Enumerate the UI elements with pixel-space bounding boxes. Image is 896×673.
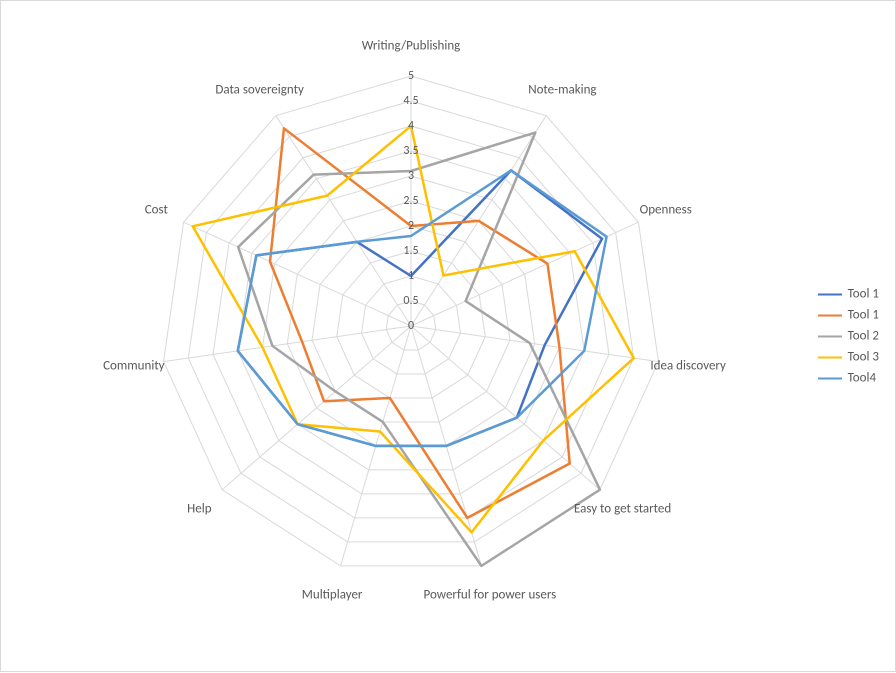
ring-label: 1.5 — [403, 244, 418, 258]
legend-item: Tool4 — [818, 371, 879, 386]
axis-label: Note-making — [528, 83, 596, 98]
legend-label: Tool 3 — [848, 350, 879, 365]
axis-label: Community — [103, 358, 164, 373]
ring-label: 4 — [408, 119, 414, 133]
axis-label: Help — [187, 502, 211, 517]
axis-label: Writing/Publishing — [362, 39, 461, 54]
ring-label: 0.5 — [403, 294, 418, 308]
legend-label: Tool 1 — [848, 287, 879, 302]
legend-label: Tool4 — [848, 371, 876, 386]
axis-label: Openness — [640, 202, 692, 217]
radar-chart-svg — [1, 1, 896, 673]
ring-label: 1 — [408, 269, 414, 283]
chart-legend: Tool 1 Tool 1 Tool 2 Tool 3 Tool4 — [818, 281, 879, 392]
legend-swatch — [818, 335, 842, 337]
axis-label: Cost — [145, 202, 168, 217]
radar-chart-container: Writing/Publishing Note-making Openness Ide… — [0, 0, 896, 672]
legend-swatch — [818, 377, 842, 379]
ring-label: 2.5 — [403, 194, 418, 208]
axis-label: Easy to get started — [574, 502, 671, 517]
ring-label: 5 — [408, 69, 414, 83]
legend-item: Tool 3 — [818, 350, 879, 365]
axis-label: Idea discovery — [650, 358, 726, 373]
axis-label: Data sovereignty — [215, 83, 303, 98]
legend-swatch — [818, 314, 842, 316]
ring-label: 3 — [408, 169, 414, 183]
legend-label: Tool 2 — [848, 329, 879, 344]
axis-label: Multiplayer — [302, 587, 363, 602]
legend-swatch — [818, 356, 842, 358]
ring-label: 0 — [408, 319, 414, 333]
ring-label: 2 — [408, 219, 414, 233]
legend-item: Tool 1 — [818, 308, 879, 323]
legend-item: Tool 1 — [818, 287, 879, 302]
legend-swatch — [818, 293, 842, 295]
legend-item: Tool 2 — [818, 329, 879, 344]
legend-label: Tool 1 — [848, 308, 879, 323]
ring-label: 3.5 — [403, 144, 418, 158]
ring-label: 4.5 — [403, 94, 418, 108]
axis-label: Powerful for power users — [424, 587, 557, 602]
